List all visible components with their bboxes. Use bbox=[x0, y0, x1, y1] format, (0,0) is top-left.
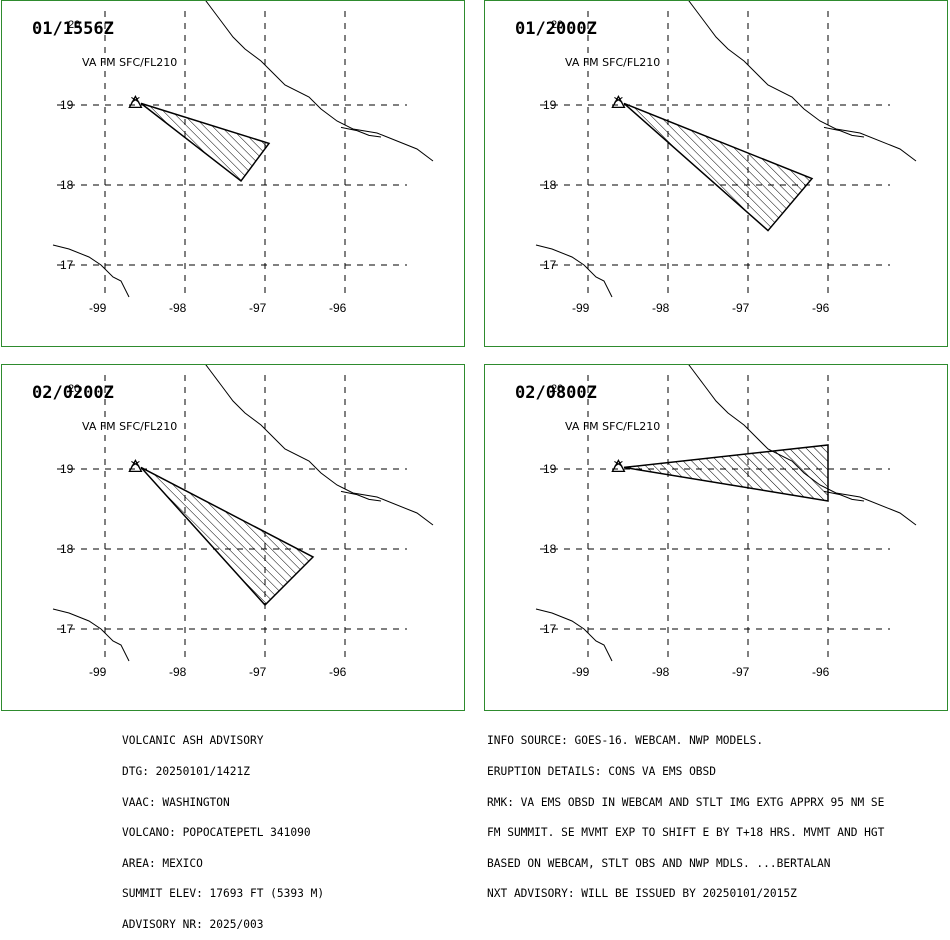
bulletin-line: NXT ADVISORY: WILL BE ISSUED BY 20250101… bbox=[487, 887, 797, 901]
panel-time-label: 02/0800Z bbox=[515, 383, 597, 403]
lat-label: 17 bbox=[60, 258, 74, 272]
coastline-gulf bbox=[205, 1, 434, 162]
lon-label: -97 bbox=[732, 301, 750, 315]
advisory-header-block: VOLCANIC ASH ADVISORY DTG: 20250101/1421… bbox=[122, 716, 324, 940]
graticule bbox=[540, 11, 890, 293]
map-svg-3: 20 19 18 17 -99 -98 -97 -96 bbox=[52, 365, 434, 679]
volcano-triangle-icon bbox=[611, 95, 626, 109]
map-svg-2: 20 19 18 17 -99 -98 -97 -96 bbox=[535, 1, 917, 315]
coastline-pacific bbox=[535, 244, 613, 298]
lon-label: -98 bbox=[169, 665, 187, 679]
lon-label: -98 bbox=[652, 301, 670, 315]
coastline-lagoon bbox=[340, 126, 382, 138]
lat-label: 20 bbox=[551, 19, 563, 31]
lon-label: -96 bbox=[329, 665, 347, 679]
lat-label: 17 bbox=[543, 622, 557, 636]
map-svg-4: 20 19 18 17 -99 -98 -97 -96 bbox=[535, 365, 917, 679]
lat-label: 18 bbox=[60, 178, 74, 192]
lat-label: 20 bbox=[68, 383, 80, 395]
ash-cloud-polygon bbox=[623, 444, 829, 502]
lat-label: 20 bbox=[551, 383, 563, 395]
panel-time-label: 02/0200Z bbox=[32, 383, 114, 403]
lon-label: -96 bbox=[812, 301, 830, 315]
lat-label: 19 bbox=[543, 462, 557, 476]
lon-label: -96 bbox=[329, 301, 347, 315]
lat-label: 20 bbox=[68, 19, 80, 31]
bulletin-line: SUMMIT ELEV: 17693 FT (5393 M) bbox=[122, 887, 325, 901]
panel-level-label: VA FM SFC/FL210 bbox=[82, 420, 178, 433]
lon-label: -98 bbox=[169, 301, 187, 315]
lat-label: 18 bbox=[60, 542, 74, 556]
lon-label: -99 bbox=[572, 301, 590, 315]
map-svg-1: 20 19 18 17 -99 -98 -97 -96 bbox=[52, 1, 434, 315]
volcano-marker-stroke bbox=[131, 460, 140, 467]
bulletin-line: AREA: MEXICO bbox=[122, 856, 203, 870]
map-panel-1: 20 19 18 17 -99 -98 -97 -96 01/1556Z VA FM SFC/… bbox=[1, 0, 465, 347]
coastline-lagoon bbox=[340, 490, 382, 502]
volcano-marker-stroke bbox=[614, 460, 623, 467]
map-panel-3: 20 19 18 17 -99 -98 -97 -96 02/0200Z VA FM SFC/… bbox=[1, 364, 465, 711]
graticule bbox=[57, 375, 407, 657]
bulletin-line: INFO SOURCE: GOES-16. WEBCAM. NWP MODELS… bbox=[487, 734, 764, 748]
ash-cloud-polygon bbox=[140, 466, 315, 607]
bulletin-line: VAAC: WASHINGTON bbox=[122, 795, 230, 809]
panel-level-label: VA FM SFC/FL210 bbox=[82, 56, 178, 69]
lat-label: 19 bbox=[543, 98, 557, 112]
lon-label: -99 bbox=[89, 301, 107, 315]
map-panel-4: 20 19 18 17 -99 -98 -97 -96 02/0800Z VA FM SFC/… bbox=[484, 364, 948, 711]
coastline-pacific bbox=[52, 244, 130, 298]
ash-cloud-polygon bbox=[623, 102, 814, 232]
bulletin-line: RMK: VA EMS OBSD IN WEBCAM AND STLT IMG … bbox=[487, 795, 885, 809]
lat-label: 17 bbox=[60, 622, 74, 636]
panel-time-label: 01/2000Z bbox=[515, 19, 597, 39]
volcano-triangle-icon bbox=[128, 95, 143, 109]
lon-label: -98 bbox=[652, 665, 670, 679]
coastline-lagoon bbox=[823, 490, 865, 502]
advisory-remarks-block: INFO SOURCE: GOES-16. WEBCAM. NWP MODELS… bbox=[487, 716, 884, 910]
lon-label: -99 bbox=[572, 665, 590, 679]
bulletin-line: VOLCANIC ASH ADVISORY bbox=[122, 734, 264, 748]
coastline-lagoon bbox=[823, 126, 865, 138]
volcano-marker-stroke bbox=[131, 96, 140, 103]
bulletin-line: DTG: 20250101/1421Z bbox=[122, 765, 250, 778]
bulletin-line: VOLCANO: POPOCATEPETL 341090 bbox=[122, 826, 311, 840]
graticule bbox=[540, 375, 890, 657]
coastline-gulf bbox=[205, 365, 434, 526]
map-panel-2: 20 19 18 17 -99 -98 -97 -96 01/2000Z VA FM SFC/… bbox=[484, 0, 948, 347]
bulletin-line: ADVISORY NR: 2025/003 bbox=[122, 917, 264, 931]
ash-cloud-polygon bbox=[140, 102, 271, 183]
bulletin-line: FM SUMMIT. SE MVMT EXP TO SHIFT E BY T+1… bbox=[487, 826, 885, 840]
lon-label: -96 bbox=[812, 665, 830, 679]
lon-label: -97 bbox=[249, 301, 267, 315]
graticule bbox=[57, 11, 407, 293]
bulletin-line: ERUPTION DETAILS: CONS VA EMS OBSD bbox=[487, 765, 717, 778]
volcano-marker-stroke bbox=[614, 96, 623, 103]
lat-label: 18 bbox=[543, 542, 557, 556]
lat-label: 19 bbox=[60, 462, 74, 476]
panel-time-label: 01/1556Z bbox=[32, 19, 114, 39]
volcano-triangle-icon bbox=[128, 459, 143, 473]
lon-label: -97 bbox=[732, 665, 750, 679]
lat-label: 17 bbox=[543, 258, 557, 272]
coastline-pacific bbox=[52, 608, 130, 662]
volcano-triangle-icon bbox=[611, 459, 626, 473]
bulletin-line: BASED ON WEBCAM, STLT OBS AND NWP MDLS. … bbox=[487, 856, 831, 870]
panel-level-label: VA FM SFC/FL210 bbox=[565, 420, 661, 433]
coastline-pacific bbox=[535, 608, 613, 662]
lon-label: -99 bbox=[89, 665, 107, 679]
coastline-gulf bbox=[688, 1, 917, 162]
panel-level-label: VA FM SFC/FL210 bbox=[565, 56, 661, 69]
lat-label: 19 bbox=[60, 98, 74, 112]
lon-label: -97 bbox=[249, 665, 267, 679]
lat-label: 18 bbox=[543, 178, 557, 192]
coastline-gulf bbox=[688, 365, 917, 526]
